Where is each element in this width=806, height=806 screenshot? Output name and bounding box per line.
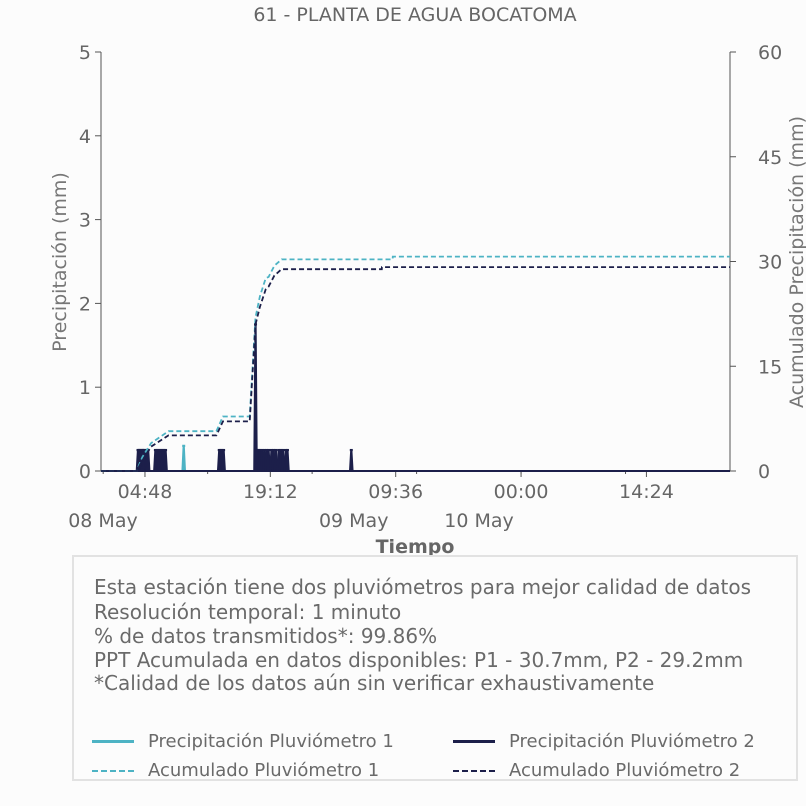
y2-tick-label: 45 — [758, 147, 782, 169]
x-date-label: 09 May — [319, 510, 389, 532]
chart-title: 61 - PLANTA DE AGUA BOCATOMA — [253, 4, 576, 26]
series-line-acumulado-2 — [101, 255, 730, 472]
info-line-quality-note: *Calidad de los datos aún sin verificar … — [94, 671, 655, 695]
y-axis-label: Precipitación (mm) — [49, 172, 71, 352]
y-tick-label: 2 — [79, 293, 91, 315]
y2-tick-label: 0 — [758, 461, 770, 483]
x-tick-label: 04:48 — [118, 481, 173, 503]
info-line-transmitted: % de datos transmitidos*: 99.86% — [94, 624, 438, 648]
precip-spike — [221, 449, 226, 472]
y-tick-label: 3 — [79, 210, 91, 232]
x-axis-label: Tiempo — [376, 536, 455, 558]
precip-spike — [285, 449, 290, 472]
legend-label-precip-2: Precipitación Pluviómetro 2 — [509, 731, 755, 752]
legend-item-precip-1: Precipitación Pluviómetro 1 — [92, 731, 394, 752]
legend-label-acum-2: Acumulado Pluviómetro 2 — [509, 760, 741, 781]
series-line-acumulado-3 — [101, 266, 730, 472]
x-date-label: 10 May — [444, 510, 514, 532]
y2-tick-label: 30 — [758, 252, 782, 274]
precip-spike — [181, 445, 187, 472]
y2-tick-label: 60 — [758, 42, 782, 64]
legend-item-precip-2: Precipitación Pluviómetro 2 — [453, 731, 755, 752]
y-tick-label: 4 — [79, 126, 91, 148]
y-tick-label: 1 — [79, 377, 91, 399]
x-date-label: 08 May — [68, 510, 138, 532]
legend-item-acum-1: Acumulado Pluviómetro 1 — [92, 760, 379, 781]
legend-label-acum-1: Acumulado Pluviómetro 1 — [148, 760, 380, 781]
legend-swatch-acum-2 — [453, 769, 495, 772]
y-tick-label: 0 — [79, 461, 91, 483]
y-tick-label: 5 — [79, 42, 91, 64]
legend-swatch-acum-1 — [92, 769, 134, 772]
precip-spike — [348, 449, 354, 472]
info-line-stations: Esta estación tiene dos pluviómetros par… — [94, 575, 752, 599]
x-tick-label: 19:12 — [243, 481, 298, 503]
x-tick-label: 14:24 — [619, 481, 674, 503]
info-box: Esta estación tiene dos pluviómetros par… — [72, 555, 798, 781]
legend-label-precip-1: Precipitación Pluviómetro 1 — [148, 731, 394, 752]
info-line-resolution: Resolución temporal: 1 minuto — [94, 600, 402, 624]
x-tick-label: 00:00 — [494, 481, 549, 503]
y2-tick-label: 15 — [758, 356, 782, 378]
precip-spike — [163, 449, 168, 472]
x-tick-label: 09:36 — [368, 481, 423, 503]
legend-swatch-precip-2 — [453, 740, 495, 743]
info-line-accumulated: PPT Acumulada en datos disponibles: P1 -… — [94, 648, 744, 672]
legend-item-acum-2: Acumulado Pluviómetro 2 — [453, 760, 740, 781]
legend-swatch-precip-1 — [92, 740, 134, 743]
y2-axis-label: Acumulado Precipitación (mm) — [786, 116, 806, 408]
